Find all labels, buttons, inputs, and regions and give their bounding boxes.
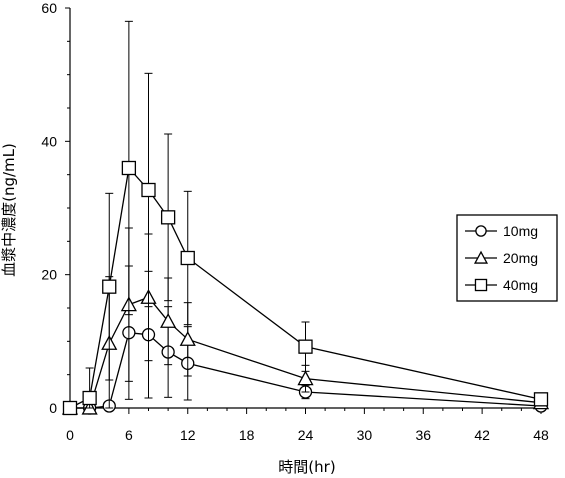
legend-item-40mg: 40mg xyxy=(465,277,538,293)
x-tick-label: 0 xyxy=(66,427,74,443)
data-point xyxy=(160,312,177,328)
x-tick-label: 42 xyxy=(474,427,490,443)
data-point xyxy=(533,392,549,407)
x-tick-label: 12 xyxy=(180,427,196,443)
legend-marker xyxy=(473,250,489,264)
y-axis-title: 血漿中濃度(ng/mL) xyxy=(0,143,18,277)
series-layer xyxy=(61,20,550,416)
legend-item-20mg: 20mg xyxy=(465,250,538,266)
x-tick-label: 24 xyxy=(298,427,314,443)
legend-label: 20mg xyxy=(503,250,538,266)
data-point xyxy=(102,279,117,294)
y-tick-label: 40 xyxy=(41,133,57,149)
legend-label: 40mg xyxy=(503,277,538,293)
legend-marker xyxy=(475,225,487,237)
data-point xyxy=(82,390,97,406)
data-point xyxy=(62,400,78,416)
x-axis-title: 時間(hr) xyxy=(278,458,335,476)
data-point xyxy=(121,160,137,176)
data-point xyxy=(180,250,195,266)
y-tick-label: 20 xyxy=(41,267,57,283)
legend-marker xyxy=(474,278,488,292)
data-point xyxy=(298,339,313,354)
data-point xyxy=(179,330,196,346)
axes: 0 20 40 60 0 6 12 18 24 30 36 42 48 xyxy=(41,0,549,443)
series-40mg xyxy=(62,20,549,416)
x-tick-label: 18 xyxy=(239,427,255,443)
x-tick-label: 6 xyxy=(125,427,133,443)
data-point xyxy=(141,182,156,198)
x-tick-label: 36 xyxy=(415,427,431,443)
x-tick-label: 30 xyxy=(357,427,373,443)
x-tick-label: 48 xyxy=(533,427,549,443)
legend-label: 10mg xyxy=(503,223,538,239)
legend-item-10mg: 10mg xyxy=(465,223,538,239)
data-point xyxy=(297,370,314,386)
data-point xyxy=(160,210,176,225)
legend: 10mg 20mg 40mg xyxy=(456,214,558,302)
y-tick-label: 60 xyxy=(41,0,57,16)
y-tick-label: 0 xyxy=(49,400,57,416)
